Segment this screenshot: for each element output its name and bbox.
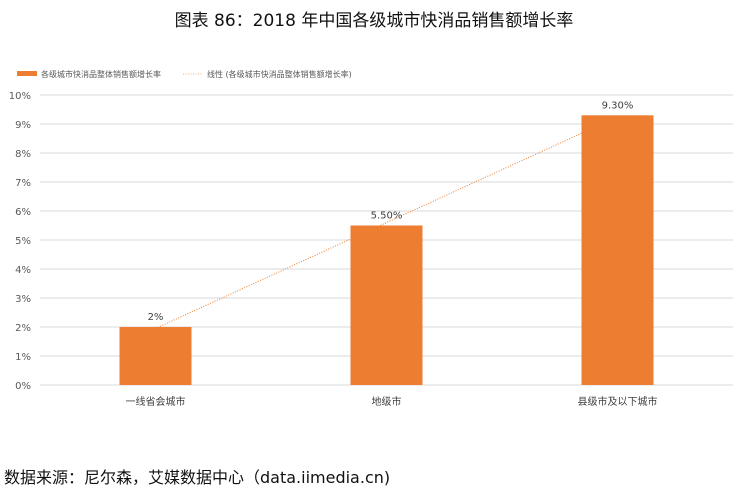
x-tick-label: 一线省会城市 [126,395,186,408]
data-label: 2% [148,312,164,323]
trendline [155,116,618,329]
y-tick-label: 2% [15,323,31,334]
y-tick-label: 5% [15,236,31,247]
y-tick-label: 9% [15,120,31,131]
y-tick-label: 4% [15,265,31,276]
data-label: 9.30% [602,100,634,111]
bar [350,225,423,385]
y-tick-label: 0% [15,381,31,392]
y-tick-label: 1% [15,352,31,363]
legend-label: 各级城市快消品整体销售额增长率 [41,69,161,79]
y-tick-label: 6% [15,207,31,218]
x-tick-label: 县级市及以下城市 [578,395,658,408]
bar [581,115,654,386]
y-tick-label: 8% [15,149,31,160]
bar [119,327,192,385]
source-note: 数据来源：尼尔森，艾媒数据中心（data.iimedia.cn) [4,468,391,487]
legend-swatch [17,71,37,76]
y-tick-label: 10% [9,91,31,102]
bar-chart: 0% 1% 2% 3% 4% 5% 6% 7% 8% 9% 10% 各级城市快消品整体销售额增长率 线性… [9,69,733,408]
y-tick-label: 7% [15,178,31,189]
legend-trendline-label: 线性 (各级城市快消品整体销售额增长率) [207,69,352,79]
data-label: 5.50% [371,211,403,222]
chart-title: 图表 86：2018 年中国各级城市快消品销售额增长率 [174,11,574,31]
x-tick-label: 地级市 [372,395,402,408]
y-tick-label: 3% [15,294,31,305]
